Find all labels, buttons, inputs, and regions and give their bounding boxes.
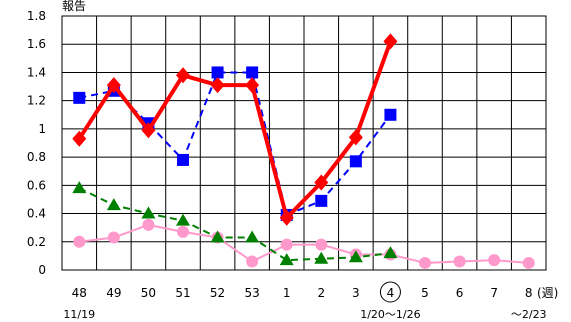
x-tick-label: 8 [525,286,533,300]
data-point-circle [419,256,431,269]
data-point-diamond [245,77,260,94]
data-point-diamond [348,129,363,146]
y-tick-label: 0.4 [27,207,46,221]
data-point-square [177,153,189,166]
x-tick-label: 2 [317,286,325,300]
data-point-diamond [279,209,294,226]
data-point-diamond [106,77,121,94]
data-point-triangle [141,206,156,219]
x-tick-label: 5 [421,286,429,300]
series-line [79,71,392,216]
x-tick-label: 50 [141,286,156,300]
x-axis-unit: (週) [537,286,558,300]
y-tick-label: 0.2 [27,235,46,249]
y-tick-label: 1.4 [27,65,46,79]
y-tick-label: 1.6 [27,37,46,51]
data-point-triangle [176,213,190,226]
data-point-square [315,194,328,207]
data-point-triangle [72,181,87,194]
data-point-circle [73,235,86,248]
highlight-circle [379,281,401,303]
data-point-circle [315,238,328,251]
x-tick-label: 1 [283,286,291,300]
data-point-square [246,66,259,79]
data-point-circle [142,218,155,231]
x-date-label: 11/19 [63,308,95,321]
x-tick-label: 53 [245,286,260,300]
series-diamond [72,33,398,226]
data-point-diamond [176,67,190,84]
data-point-circle [107,231,120,244]
x-tick-label: 49 [106,286,121,300]
grid [61,15,547,271]
series-circle [73,218,535,269]
data-point-circle [488,254,501,267]
data-point-triangle [348,250,363,263]
data-point-circle [280,238,293,251]
data-point-triangle [106,198,121,211]
corner-label: 報告 [62,0,86,13]
series-triangle [72,181,398,266]
x-tick-label: 3 [352,286,360,300]
y-tick-label: 0.6 [27,178,46,192]
data-point-circle [177,225,189,238]
data-point-circle [246,255,259,268]
x-tick-label: 4 [387,286,395,300]
x-date-label: 1/20〜1/26 [360,308,420,321]
data-point-diamond [383,33,398,50]
y-tick-label: 1.8 [27,9,46,23]
x-tick-label: 6 [456,286,464,300]
data-point-square [349,155,362,168]
x-tick-label: 48 [72,286,87,300]
x-tick-label: 52 [210,286,225,300]
y-tick-label: 1.2 [27,94,46,108]
data-point-triangle [314,251,329,264]
y-tick-label: 0 [38,263,46,277]
data-point-triangle [210,230,225,243]
data-point-circle [453,255,466,268]
y-axis-labels: 0 0.2 0.4 0.6 0.8 1 1.2 1.4 1.6 1.8 [27,9,46,277]
data-point-triangle [245,230,260,243]
data-point-diamond [141,122,156,139]
data-point-square [73,91,86,104]
x-axis-labels: 48 49 50 51 52 53 1 2 3 4 5 6 7 8 11/19 1/20〜1/26 〜2/23 [63,281,547,321]
data-point-circle [522,256,535,269]
x-date-label: 〜2/23 [511,308,547,321]
series-line [77,40,393,220]
data-point-diamond [210,77,225,94]
data-point-square [384,108,397,121]
data-point-triangle [279,253,294,266]
y-tick-label: 1 [38,122,46,136]
series-layer [72,33,535,269]
x-tick-label: 51 [175,286,190,300]
data-point-square [211,66,224,79]
data-point-diamond [314,174,329,191]
y-tick-label: 0.8 [27,150,46,164]
x-tick-label: 7 [490,286,498,300]
data-point-triangle [383,246,398,259]
data-point-diamond [72,130,87,147]
